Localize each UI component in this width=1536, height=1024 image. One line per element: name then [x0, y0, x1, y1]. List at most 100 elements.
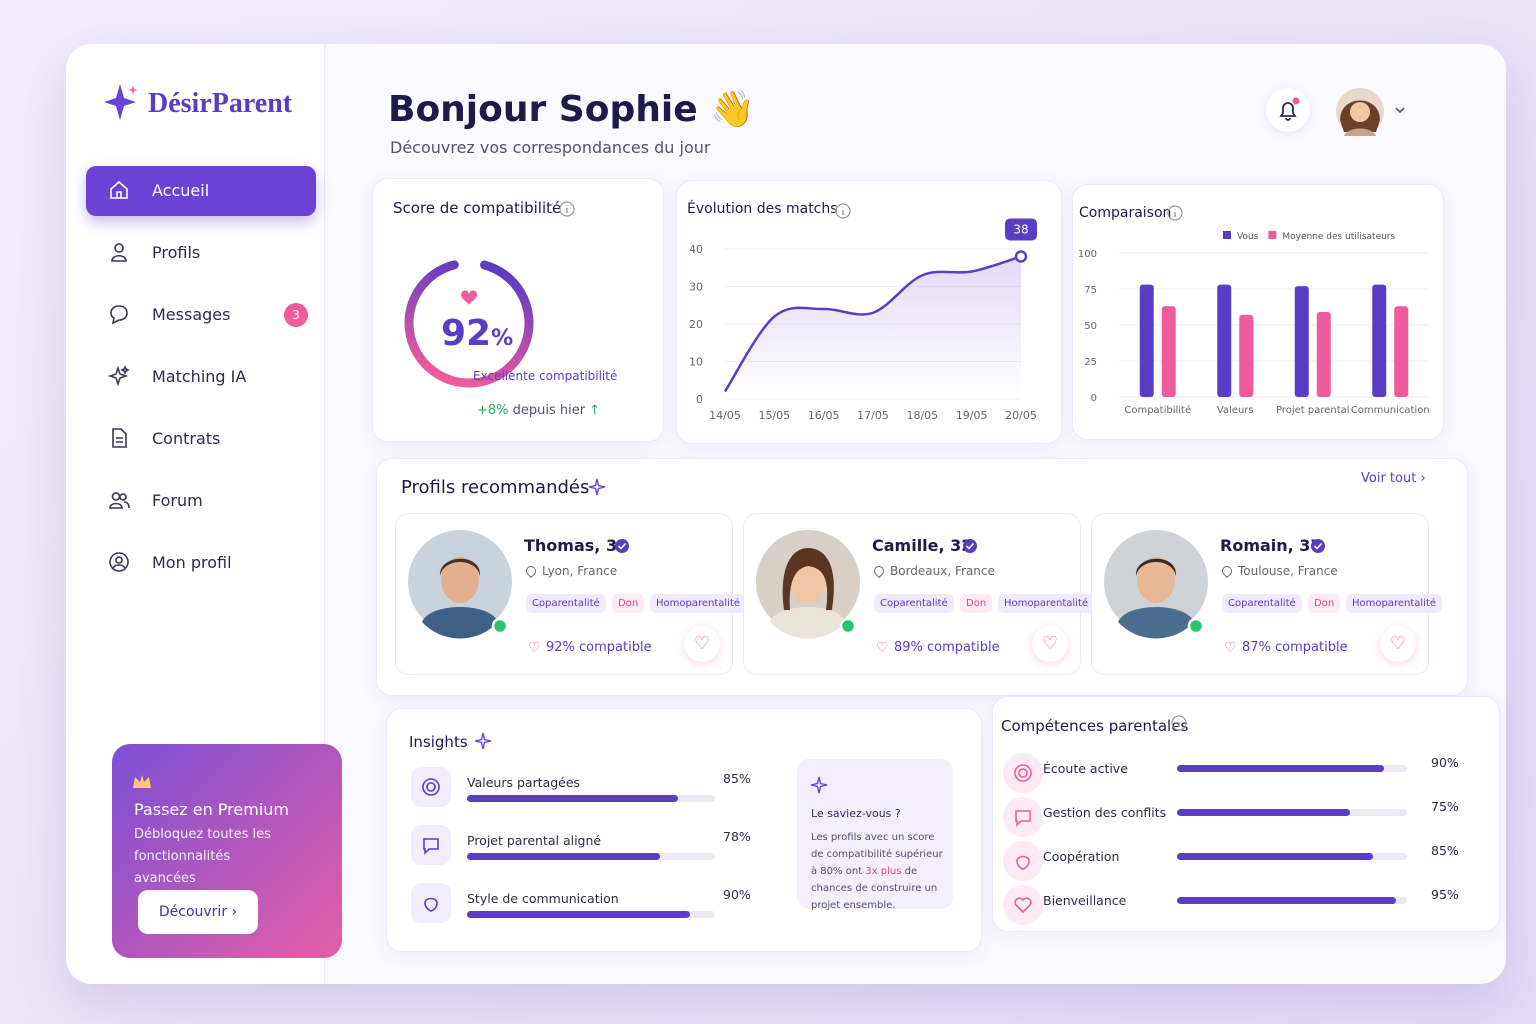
x-tick-label: 14/05 [709, 409, 741, 422]
y-tick-label: 10 [689, 356, 703, 369]
nav-icon-shape [109, 492, 130, 509]
see-all-link[interactable]: Voir tout › [1361, 471, 1426, 486]
x-tick-label: 19/05 [956, 409, 988, 422]
score-unit: % [491, 326, 514, 351]
row-label: Coopération [1043, 849, 1120, 864]
photo-face [441, 557, 479, 603]
x-tick-label: Compatibilité [1124, 404, 1191, 416]
line-card: Évolution des matchs 0 10 20 30 40 14/05 15/05… [676, 180, 1062, 444]
verified-bg [615, 539, 629, 553]
row-value: 75% [1431, 799, 1459, 814]
row-value: 95% [1431, 887, 1459, 902]
y-tick-label: 0 [696, 393, 703, 406]
nav-label: Forum [152, 491, 203, 510]
nav-label: Mon profil [152, 553, 232, 572]
nav-label: Profils [152, 243, 201, 262]
nav-item[interactable]: Accueil [86, 166, 316, 216]
premium-card: Passez en Premium Débloquez toutes les f… [112, 744, 342, 958]
sparkle [588, 478, 606, 496]
y-tick-label: 0 [1091, 393, 1097, 404]
bar [1294, 286, 1309, 397]
nav-icon-shape [110, 305, 128, 325]
nav-item[interactable]: Forum [86, 476, 316, 526]
brand: DésirParent [148, 88, 293, 119]
progress-fill [467, 853, 661, 860]
like-button[interactable]: ♡ [1032, 626, 1068, 662]
nav-icon [110, 305, 128, 325]
row-icon [1003, 841, 1043, 881]
nav-item[interactable]: Contrats [86, 414, 316, 464]
row-icon [1003, 885, 1043, 925]
premium-button[interactable]: Découvrir › [138, 890, 258, 934]
nav-label: Contrats [152, 429, 221, 448]
bar [1239, 314, 1254, 397]
row-icon-shape [1016, 855, 1030, 870]
row-icon [411, 767, 451, 807]
progress-track [1177, 809, 1407, 816]
legend-swatch [1223, 231, 1231, 239]
nav-item[interactable]: Matching IA [86, 352, 316, 402]
x-tick-label: 18/05 [906, 409, 938, 422]
legend-label: Moyenne des utilisateurs [1282, 232, 1395, 242]
verified-check [1313, 542, 1323, 550]
profile-card[interactable]: Romain, 37 Toulouse, France Coparentalité D… [1091, 513, 1443, 675]
bar [1316, 312, 1331, 397]
nav-label: Matching IA [152, 367, 247, 386]
row-icon-shape [1014, 764, 1032, 782]
user-avatar[interactable] [1334, 86, 1414, 140]
profile-photo [756, 530, 860, 639]
profile-card[interactable]: Thomas, 34 Lyon, France Coparentalité Don Ho… [395, 513, 747, 675]
verified-icon [615, 539, 629, 553]
score-value: 92% [441, 313, 513, 354]
sparkle [474, 732, 492, 750]
bar-chart: 0 25 50 75 100 Vous Moyenne des utilisateurs Co… [1078, 231, 1430, 416]
nav-icon-shape [109, 552, 129, 572]
nav-item[interactable]: Mon profil [86, 538, 316, 588]
row-label: Valeurs partagées [467, 775, 581, 790]
photo-hair [782, 548, 834, 610]
profile-card[interactable]: Camille, 32 Bordeaux, France Coparentalité… [743, 513, 1095, 675]
row-icon-bg [411, 767, 451, 807]
line-title: Évolution des matchs [687, 201, 838, 217]
row-icon [411, 883, 451, 923]
x-tick-label: Valeurs [1217, 405, 1254, 416]
skills-card: Compétences parentales Écoute active 90% G… [992, 696, 1500, 932]
nav-item[interactable]: Messages 3 [86, 290, 316, 340]
tag: Homoparentalité [998, 594, 1095, 613]
compatibility: 87% compatible [1242, 640, 1348, 655]
notification-button[interactable] [1266, 88, 1310, 132]
nav-icon [108, 365, 130, 387]
y-tick-label: 75 [1084, 285, 1097, 296]
skills-title: Compétences parentales [1001, 717, 1189, 735]
photo-shirt [422, 607, 498, 639]
profile-name: Thomas, 34 [524, 536, 629, 555]
nav-icon [109, 492, 130, 509]
row-icon-bg [1003, 797, 1043, 837]
photo-hair [439, 558, 481, 576]
compat-heart: ♡ [528, 640, 541, 656]
nav-item[interactable]: Profils [86, 228, 316, 278]
legend-label: Vous [1237, 232, 1259, 242]
bar-card: Comparaison 0 25 50 75 100 Vous Moyenne des ut… [1072, 184, 1444, 440]
row-icon-shape [424, 897, 438, 912]
row-icon [1003, 753, 1043, 793]
tip-text-after: de chances de construire un projet ensem… [811, 866, 938, 911]
row-value: 85% [1431, 843, 1459, 858]
verified-bg [963, 539, 977, 553]
bell-icon [1279, 97, 1300, 121]
subtitle: Découvrez vos correspondances du jour [390, 138, 711, 157]
sparkle-icon [588, 478, 606, 496]
profile-name: Camille, 32 [872, 536, 973, 555]
like-button[interactable]: ♡ [1380, 626, 1416, 662]
progress-fill [467, 911, 691, 918]
progress-fill [1177, 897, 1396, 904]
like-button[interactable]: ♡ [684, 626, 720, 662]
progress-fill [1177, 765, 1384, 772]
tag: Coparentalité [1222, 594, 1302, 613]
tag: Coparentalité [526, 594, 606, 613]
tag: Homoparentalité [650, 594, 747, 613]
info-icon [835, 203, 851, 219]
info-circle [835, 203, 851, 219]
